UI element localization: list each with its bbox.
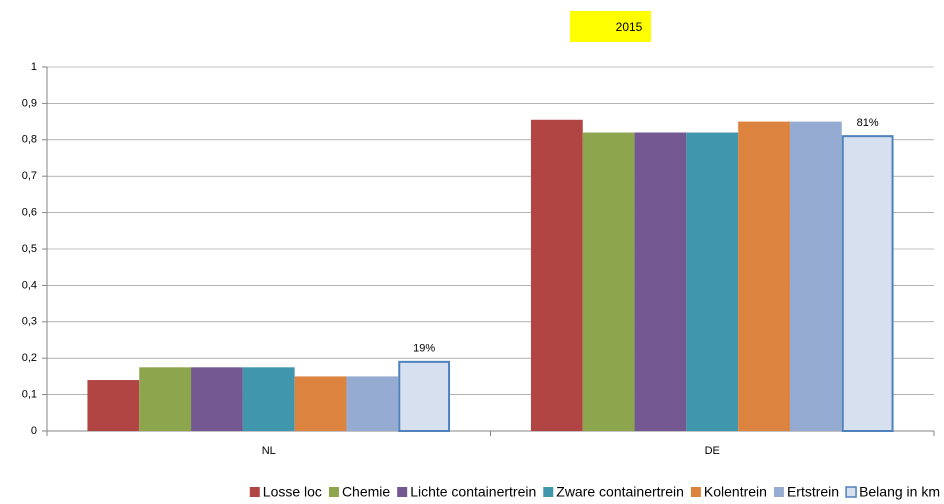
legend-swatch: [690, 487, 701, 497]
legend-label: Losse loc: [263, 484, 322, 500]
legend-label: Lichte containertrein: [410, 484, 536, 500]
x-tick-label: NL: [262, 445, 276, 457]
data-label: 81%: [857, 117, 879, 129]
y-tick-label: 0,3: [22, 316, 37, 328]
bar: [242, 367, 295, 431]
legend-swatch: [543, 487, 554, 497]
bar: [139, 367, 192, 431]
bar: [686, 132, 739, 431]
y-tick-label: 0,8: [22, 134, 37, 146]
bar: [398, 360, 451, 432]
legend-label: Chemie: [342, 484, 390, 500]
legend-label: Belang in km: [859, 484, 940, 500]
y-tick-label: 0,4: [22, 279, 37, 291]
bar: [789, 121, 842, 431]
title-box: [570, 11, 651, 42]
y-tick-label: 0,1: [22, 389, 37, 401]
data-label: 19%: [413, 343, 435, 355]
bar: [346, 376, 399, 431]
bar: [634, 132, 687, 431]
bar: [738, 121, 790, 431]
bar: [582, 132, 635, 431]
bar: [530, 119, 583, 431]
y-tick-label: 0,6: [22, 207, 37, 219]
legend-swatch: [845, 486, 857, 498]
y-tick-label: 0,2: [22, 352, 37, 364]
y-tick-label: 0: [31, 425, 37, 437]
legend-swatch: [397, 487, 408, 497]
chart-title: 2015: [616, 20, 643, 34]
legend-label: Ertstrein: [787, 484, 839, 500]
bar: [87, 380, 140, 431]
bar: [191, 367, 243, 431]
legend-label: Kolentrein: [704, 484, 767, 500]
y-tick-label: 0,9: [22, 97, 37, 109]
legend-label: Zware containertrein: [556, 484, 684, 500]
legend-swatch: [249, 487, 260, 497]
legend-swatch: [773, 487, 784, 497]
y-tick-label: 0,7: [22, 170, 37, 182]
x-tick-label: DE: [705, 445, 720, 457]
y-tick-label: 0,5: [22, 243, 37, 255]
bar: [841, 135, 894, 432]
bar: [294, 376, 347, 431]
legend: Losse loc Chemie Lichte containertrein Zwar…: [249, 484, 940, 500]
y-tick-label: 1: [31, 61, 37, 73]
legend-swatch: [328, 487, 339, 497]
